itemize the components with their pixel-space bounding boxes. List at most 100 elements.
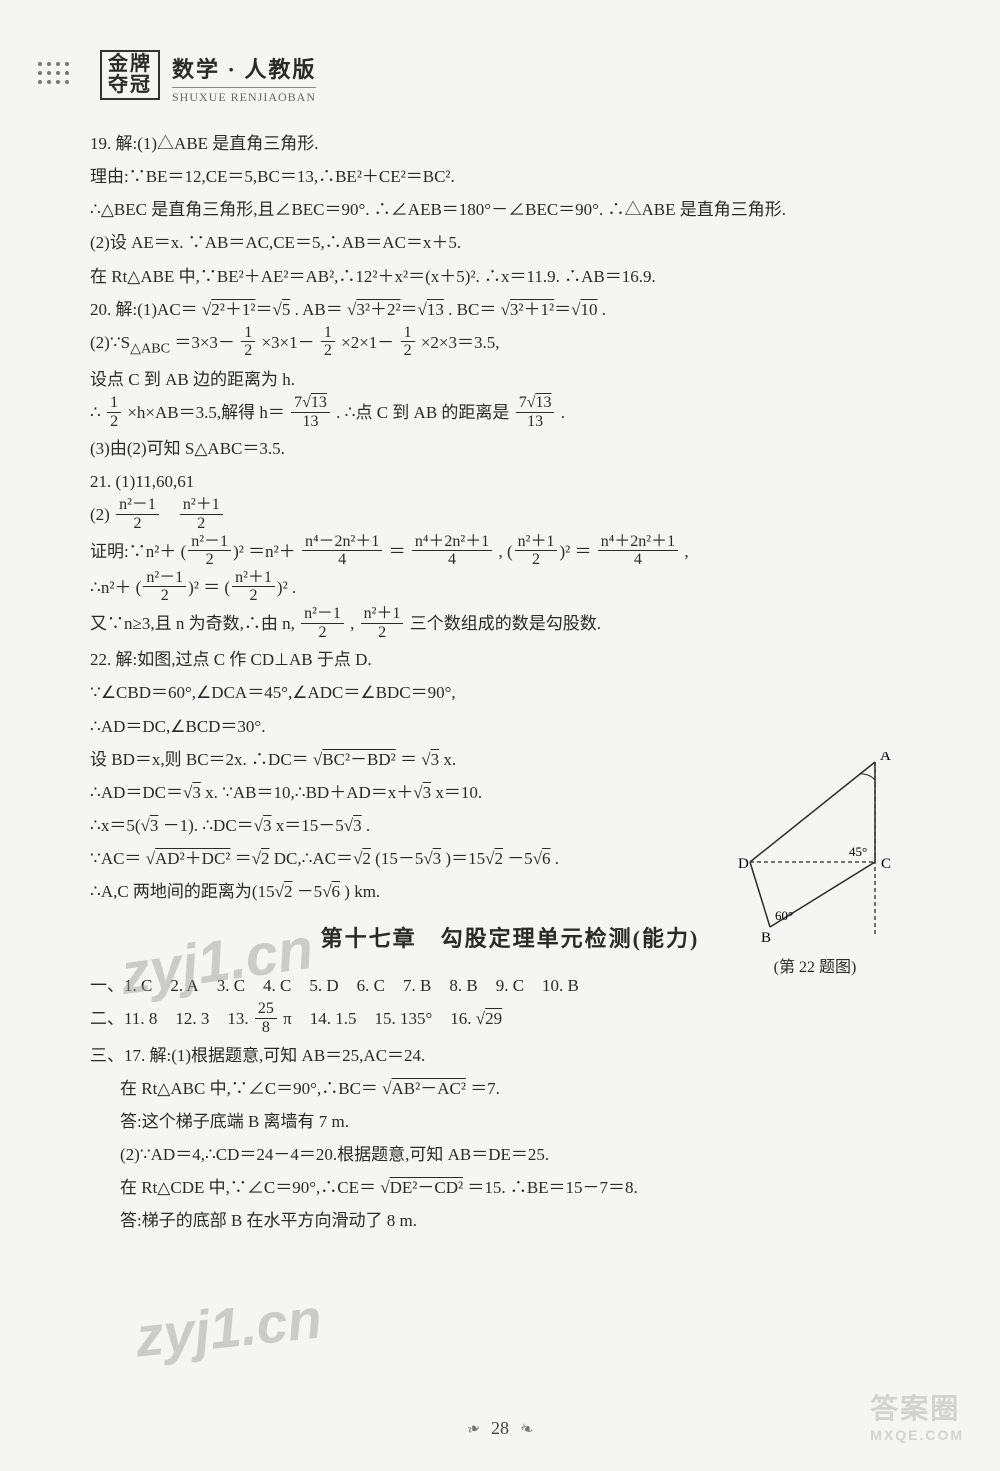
text: .: [366, 816, 370, 835]
q19-line: (2)设 AE＝x. ∵AB＝AC,CE＝5,∴AB＝AC＝x＋5.: [90, 226, 930, 259]
text: ＝: [574, 542, 591, 561]
text: ＝: [235, 849, 252, 868]
mc-item: 一、1. C: [90, 969, 152, 1002]
text: ∴n²＋: [90, 578, 131, 597]
fraction: 7√1313: [291, 394, 330, 430]
mc-item: 3. C: [217, 969, 245, 1002]
mc-item: 6. C: [357, 969, 385, 1002]
mc-item: 16. √29: [450, 1002, 502, 1038]
label-C: C: [881, 856, 891, 872]
fraction: n²＋12: [515, 533, 558, 569]
text: x. ∵AB＝10,∴BD＋AD＝x＋: [205, 783, 413, 802]
text: －5: [507, 849, 533, 868]
text: ×h×AB＝3.5,解得 h＝: [127, 403, 285, 422]
text: ＝7.: [470, 1079, 500, 1098]
text: .: [555, 849, 559, 868]
text: .: [602, 300, 606, 319]
text: ∴: [90, 403, 101, 422]
book-subtitle: SHUXUE RENJIAOBAN: [172, 87, 316, 105]
fraction: n⁴－2n²＋14: [302, 533, 382, 569]
q20-line: ∴ 12 ×h×AB＝3.5,解得 h＝ 7√1313 . ∴点 C 到 AB …: [90, 396, 930, 432]
q17-line: 三、17. 解:(1)根据题意,可知 AB＝25,AC＝24.: [90, 1039, 930, 1072]
fraction: n⁴＋2n²＋14: [598, 533, 678, 569]
q19-line: 19. 解:(1)△ABE 是直角三角形.: [90, 127, 930, 160]
q17-line: 在 Rt△CDE 中,∵∠C＝90°,∴CE＝ √DE²－CD² ＝15. ∴B…: [120, 1171, 930, 1204]
q21-line: ∴n²＋ (n²－12)² ＝ (n²＋12)² .: [90, 571, 930, 607]
text: ,: [684, 542, 688, 561]
badge-line2: 夺冠: [108, 75, 152, 96]
text: ＝3×3－: [174, 333, 235, 352]
text: x＝10.: [435, 783, 482, 802]
fraction: 12: [321, 324, 335, 360]
book-title: 数学 · 人教版: [172, 52, 316, 84]
mc-item: 5. D: [309, 969, 338, 1002]
q19-line: 理由:∵BE＝12,CE＝5,BC＝13,∴BE²＋CE²＝BC².: [90, 160, 930, 193]
q19-line: 在 Rt△ABE 中,∵BE²＋AE²＝AB²,∴12²＋x²＝(x＋5)². …: [90, 260, 930, 293]
title-block: 数学 · 人教版 SHUXUE RENJIAOBAN: [172, 50, 316, 105]
fraction: n²－12: [143, 569, 186, 605]
text: DC,∴AC＝: [274, 849, 353, 868]
mc-item: 10. B: [542, 969, 579, 1002]
mc-item: 12. 3: [175, 1002, 209, 1038]
text: .: [561, 403, 565, 422]
fraction: 258: [255, 1000, 277, 1036]
mc-item: 14. 1.5: [310, 1002, 357, 1038]
mc-item: 9. C: [496, 969, 524, 1002]
text: ×2×3＝3.5,: [421, 333, 500, 352]
fraction: n²＋12: [180, 496, 223, 532]
text: (2)∵S: [90, 333, 130, 352]
mc-row2: 二、11. 8 12. 3 13. 258 π 14. 1.5 15. 135°…: [90, 1002, 930, 1038]
text: 20. 解:(1)AC＝: [90, 300, 198, 319]
q17-line: (2)∵AD＝4,∴CD＝24－4＝20.根据题意,可知 AB＝DE＝25.: [120, 1138, 930, 1171]
text: ＝15. ∴BE＝15－7＝8.: [467, 1178, 637, 1197]
label-B: B: [761, 930, 771, 946]
mc-item: 13. 258 π: [227, 1002, 291, 1038]
leaf-icon: ❧: [464, 1417, 483, 1440]
figure-22: A D B C 45° 60° (第 22 题图): [715, 752, 915, 977]
page-number: ❧ 28 ❧: [0, 1418, 1000, 1439]
mc-item: 15. 135°: [374, 1002, 432, 1038]
text: 证明:∵n²＋: [90, 542, 176, 561]
q20-line: (3)由(2)可知 S△ABC＝3.5.: [90, 432, 930, 465]
q22-line: ∴AD＝DC,∠BCD＝30°.: [90, 710, 730, 743]
mc-item: 8. B: [449, 969, 477, 1002]
text: 三个数组成的数是勾股数.: [410, 614, 601, 633]
text: x.: [443, 750, 456, 769]
mc-item: 4. C: [263, 969, 291, 1002]
text: ,: [498, 542, 502, 561]
fraction: 12: [241, 324, 255, 360]
q21-line: 21. (1)11,60,61: [90, 465, 930, 498]
text: x＝15－5: [276, 816, 344, 835]
q22-line: ∴A,C 两地间的距离为(15√2 －5√6 ) km.: [90, 875, 730, 908]
page: 金牌 夺冠 数学 · 人教版 SHUXUE RENJIAOBAN 19. 解:(…: [0, 0, 1000, 1277]
fraction: n²－12: [301, 605, 344, 641]
text: ＝n²＋: [248, 542, 296, 561]
text: 又∵n≥3,且 n 为奇数,∴由 n,: [90, 614, 295, 633]
text: 13.: [227, 1009, 248, 1028]
q22-line: ∵AC＝ √AD²＋DC² ＝√2 DC,∴AC＝√2 (15－5√3 )＝15…: [90, 842, 730, 875]
q17-line: 答:梯子的底部 B 在水平方向滑动了 8 m.: [120, 1204, 930, 1237]
text: .: [292, 578, 296, 597]
fraction: n²＋12: [361, 605, 404, 641]
q22-line: ∴x＝5(√3 －1). ∴DC＝√3 x＝15－5√3 .: [90, 809, 730, 842]
text: ×2×1－: [341, 333, 394, 352]
text: 16.: [450, 1009, 471, 1028]
watermark: zyj1.cn: [132, 1285, 325, 1369]
text: ,: [350, 614, 354, 633]
text: 在 Rt△CDE 中,∵∠C＝90°,∴CE＝: [120, 1178, 376, 1197]
q22-line: 设 BD＝x,则 BC＝2x. ∴DC＝ √BC²－BD² ＝ √3 x.: [90, 743, 730, 776]
text: ×3×1－: [261, 333, 314, 352]
triangle-diagram: A D B C 45° 60°: [725, 752, 905, 947]
mc-item: 7. B: [403, 969, 431, 1002]
text: ∴AD＝DC＝: [90, 783, 183, 802]
text: ∴A,C 两地间的距离为(15: [90, 882, 275, 901]
q21-line: 又∵n≥3,且 n 为奇数,∴由 n, n²－12 , n²＋12 三个数组成的…: [90, 607, 930, 643]
content: 19. 解:(1)△ABE 是直角三角形. 理由:∵BE＝12,CE＝5,BC＝…: [90, 127, 930, 1237]
text: ＝: [400, 750, 417, 769]
fraction: n⁴＋2n²＋14: [412, 533, 492, 569]
text: . AB＝: [295, 300, 343, 319]
leaf-icon: ❧: [516, 1417, 535, 1440]
text: ＝: [389, 542, 406, 561]
q20-line: (2)∵S△ABC ＝3×3－ 12 ×3×1－ 12 ×2×1－ 12 ×2×…: [90, 326, 930, 363]
text: ∴x＝5(: [90, 816, 140, 835]
